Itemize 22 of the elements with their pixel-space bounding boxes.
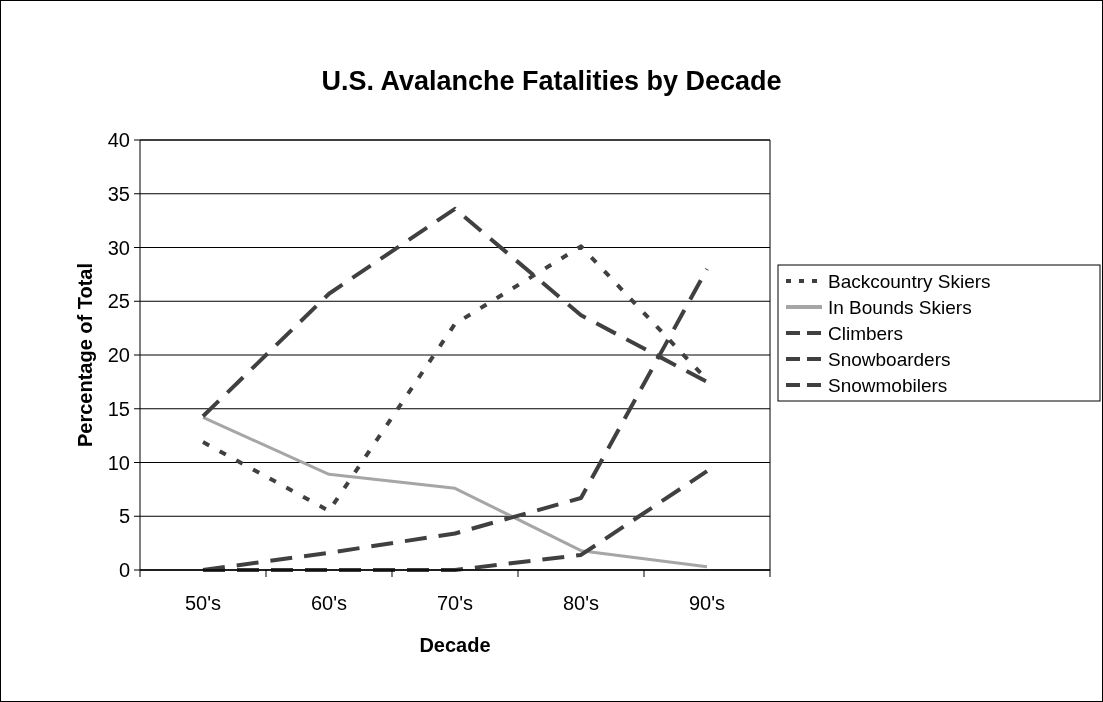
x-tick-label: 80's <box>562 592 600 614</box>
y-tick-label: 10 <box>107 451 130 474</box>
legend-label: Snowboarders <box>828 348 951 370</box>
y-tick-label: 40 <box>107 129 130 151</box>
y-tick-label: 30 <box>107 236 130 259</box>
y-tick-label: 0 <box>118 559 130 581</box>
y-tick-label: 5 <box>118 505 130 528</box>
legend-label: Snowmobilers <box>828 374 948 396</box>
y-tick-label: 20 <box>107 344 130 366</box>
chart-title: U.S. Avalanche Fatalities by Decade <box>321 66 782 96</box>
y-axis-title: Percentage of Total <box>74 262 96 448</box>
legend-label: Backcountry Skiers <box>828 270 991 292</box>
y-tick-label: 35 <box>107 182 130 205</box>
x-tick-label: 70's <box>436 592 474 614</box>
legend-label: Climbers <box>828 322 903 344</box>
y-tick-label: 25 <box>107 290 130 313</box>
x-tick-label: 90's <box>688 592 726 614</box>
x-tick-label: 50's <box>184 592 222 614</box>
x-tick-label: 60's <box>310 592 348 614</box>
y-tick-label: 15 <box>107 397 130 420</box>
legend-label: In Bounds Skiers <box>828 296 972 318</box>
x-axis-title: Decade <box>419 634 491 656</box>
